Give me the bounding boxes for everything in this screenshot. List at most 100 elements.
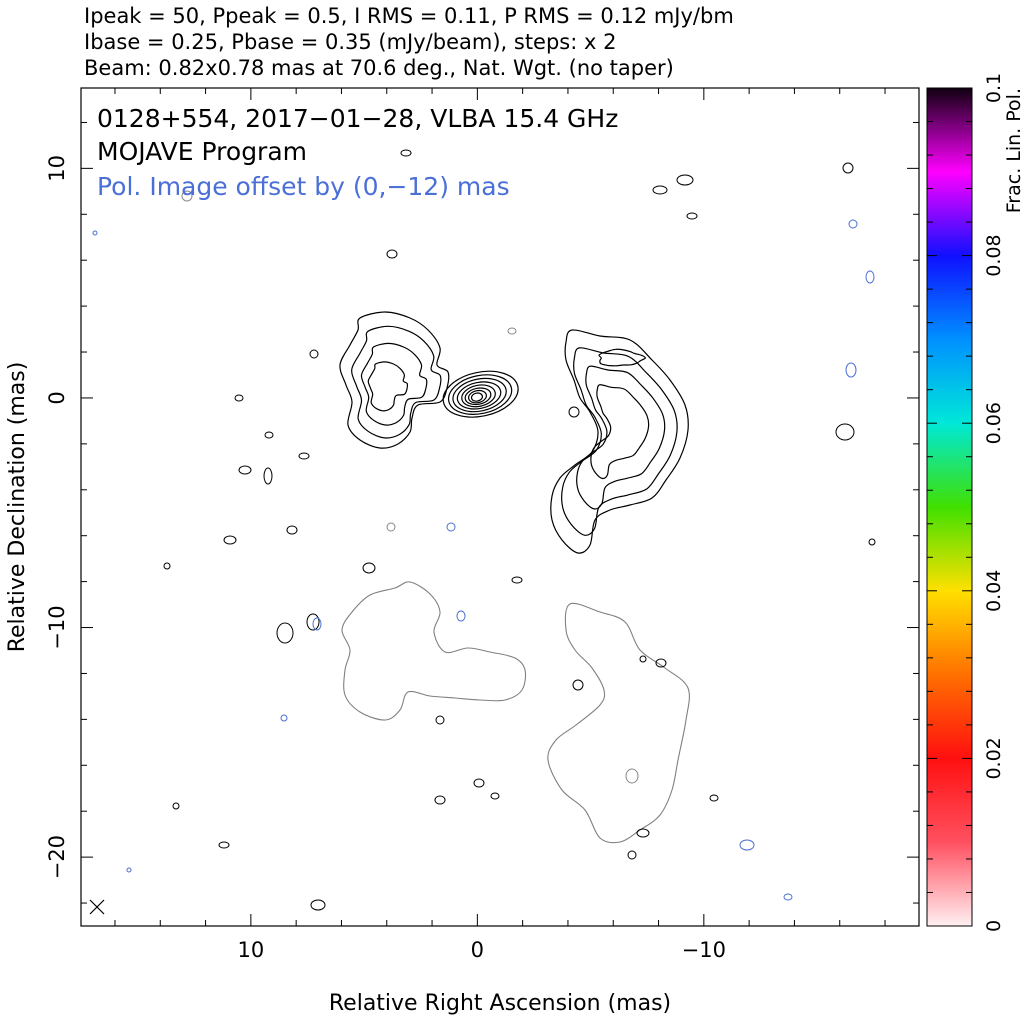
y-tick-label: 0 (45, 391, 69, 404)
noise-contour (868, 538, 876, 546)
colorbar-tick-label: 0.08 (983, 234, 1005, 276)
noise-contour (286, 525, 298, 535)
y-tick-label: −20 (45, 835, 69, 879)
noise-contour (655, 658, 667, 668)
noise-contour (490, 792, 500, 800)
noise-contour (639, 655, 647, 663)
noise-contour (636, 828, 650, 838)
pol-east-contour (341, 581, 527, 721)
colorbar-tick-label: 0.1 (983, 73, 1005, 103)
y-tick-label: −10 (45, 605, 69, 649)
axis-ticks: 10 0 −10 10 0 −10 −20 (45, 88, 919, 962)
x-tick-label: 10 (237, 938, 264, 962)
west-lobe-hotspot-contour (598, 348, 646, 367)
noise-contour (126, 867, 132, 873)
colorbar-frame (926, 87, 973, 927)
noise-contour (163, 562, 171, 570)
noise-contour (568, 406, 580, 418)
colorbar-tick-label: 0.04 (983, 570, 1005, 612)
x-tick-label: −10 (682, 938, 726, 962)
stokes-i-contours (339, 311, 689, 554)
pol-west-contour (547, 602, 690, 844)
west-lobe-contour (590, 384, 650, 480)
east-lobe-contour (367, 361, 409, 412)
colorbar-tick-label: 0 (983, 920, 1005, 932)
noise-contour (181, 190, 193, 202)
source-annotation: 0128+554, 2017−01−28, VLBA 15.4 GHz (97, 104, 618, 133)
noise-contour (386, 249, 398, 259)
noise-contour (434, 795, 446, 805)
noise-contour (218, 841, 230, 849)
core-contour (442, 370, 519, 418)
core-contour (452, 377, 507, 413)
noise-contour (848, 219, 858, 229)
noise-contour (223, 535, 237, 545)
noise-contour (835, 423, 855, 441)
noise-contour (739, 839, 755, 851)
pol-offset-annotation: Pol. Image offset by (0,−12) mas (97, 172, 510, 201)
colorbar-tick-label: 0.02 (983, 737, 1005, 779)
colorbar (927, 88, 972, 926)
noise-contour (309, 349, 319, 359)
noise-contour (280, 714, 288, 722)
core-contour (470, 392, 484, 402)
east-lobe-contour (351, 325, 442, 439)
noise-contour (386, 522, 396, 532)
noise-contour (263, 467, 273, 485)
plot-frame (80, 87, 920, 927)
noise-contour (312, 617, 322, 631)
noise-contour (845, 362, 857, 378)
colorbar-tick-label: 0.06 (983, 402, 1005, 444)
noise-contour (507, 327, 517, 335)
noise-contour (686, 212, 698, 220)
noise-contour (400, 149, 412, 157)
noise-contour (238, 465, 252, 475)
noise-contour (709, 794, 719, 802)
noise-contours (92, 149, 876, 911)
y-axis-title: Relative Declination (mas) (5, 362, 30, 653)
header-line-2: Ibase = 0.25, Pbase = 0.35 (mJy/beam), s… (84, 30, 616, 54)
colorbar-ticks: 0 0.02 0.04 0.06 0.08 0.1 (927, 73, 1005, 932)
noise-contour (362, 562, 376, 574)
west-lobe-contour (550, 329, 689, 554)
beam-marker (89, 899, 105, 915)
core-contour (447, 374, 513, 415)
noise-contour (92, 230, 98, 236)
noise-contour (865, 270, 875, 284)
core-contour (464, 387, 492, 406)
noise-contour (783, 893, 793, 901)
noise-contour (652, 185, 668, 195)
header-line-3: Beam: 0.82x0.78 mas at 70.6 deg., Nat. W… (84, 56, 674, 80)
x-axis-title: Relative Right Ascension (mas) (329, 991, 671, 1016)
core-contour (461, 384, 496, 408)
noise-contour (298, 452, 310, 460)
noise-contour (625, 768, 639, 784)
noise-contour (306, 613, 320, 631)
noise-contour (473, 778, 485, 788)
core-contour (456, 381, 502, 410)
noise-contour (435, 715, 445, 725)
noise-contour (627, 850, 637, 860)
noise-contour (446, 522, 456, 532)
program-annotation: MOJAVE Program (97, 137, 307, 166)
noise-contour (572, 679, 584, 691)
y-tick-label: 10 (45, 155, 69, 182)
noise-contour (511, 576, 523, 584)
colorbar-title: Frac. Lin. Pol. (1003, 88, 1025, 213)
noise-contour (172, 802, 180, 810)
noise-contour (276, 622, 294, 644)
core-contour (468, 389, 487, 404)
noise-contour (456, 610, 466, 622)
noise-contour (310, 899, 326, 911)
noise-contour (676, 174, 694, 186)
x-tick-label: 0 (471, 938, 484, 962)
polarization-contours (341, 581, 690, 844)
header-line-1: Ipeak = 50, Ppeak = 0.5, I RMS = 0.11, P… (84, 4, 734, 28)
noise-contour (842, 162, 854, 174)
west-lobe-contour (561, 347, 678, 536)
noise-contour (264, 431, 274, 439)
noise-contour (234, 394, 244, 402)
west-lobe-contour (576, 365, 666, 510)
east-lobe-contour (360, 342, 428, 426)
